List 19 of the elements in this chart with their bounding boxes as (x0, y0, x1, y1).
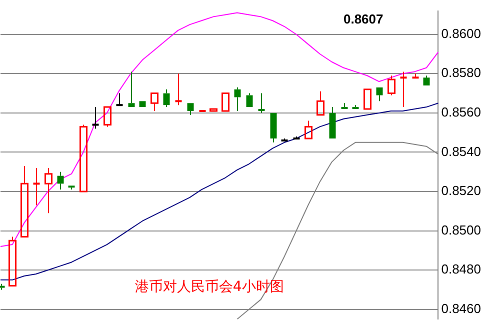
candlestick (174, 73, 183, 106)
y-tick-label: 0.8600 (441, 26, 482, 41)
text: 港币对人民币会4小时图 (134, 278, 284, 295)
y-tick-label: 0.8520 (441, 183, 482, 198)
y-tick-label: 0.8460 (441, 300, 482, 316)
y-tick-label: 0.8560 (441, 104, 482, 120)
candlestick (150, 92, 159, 112)
y-tick-label: 0.8480 (441, 262, 482, 277)
y-tick-label: 0.8540 (441, 144, 482, 159)
candlestick (91, 106, 100, 130)
y-tick-label: 0.8500 (441, 222, 482, 238)
y-tick-label: 0.8580 (441, 65, 482, 80)
candlestick (20, 165, 29, 238)
candlestick (316, 90, 325, 116)
candlestick (399, 71, 408, 108)
annotation: 0.8607 (343, 12, 384, 27)
candlestick (44, 167, 53, 214)
candlestick (115, 92, 124, 106)
candlestick (32, 167, 41, 206)
